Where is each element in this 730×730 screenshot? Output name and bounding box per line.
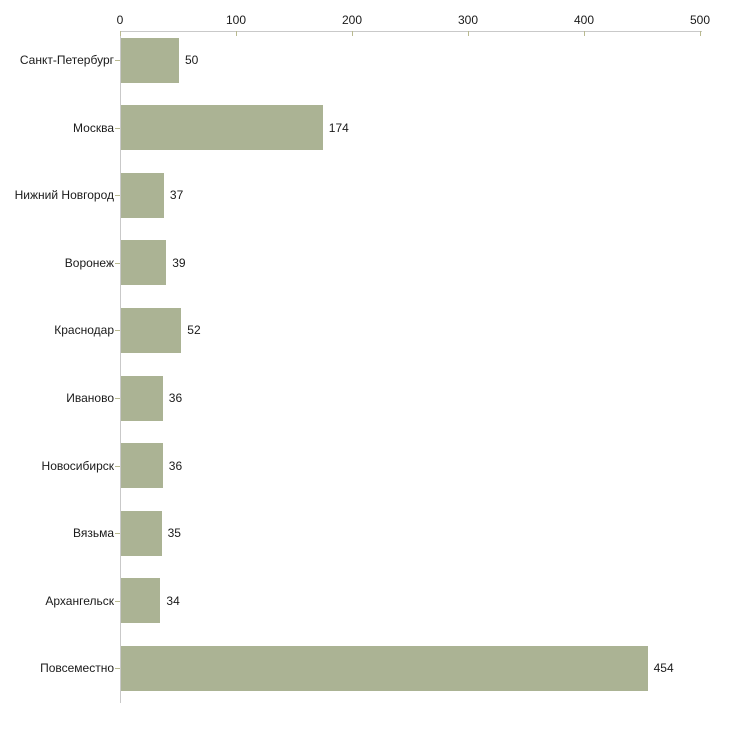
x-axis-tick-label: 300 (457, 13, 479, 27)
value-label: 35 (167, 526, 181, 541)
x-axis-tick-mark (700, 31, 701, 36)
category-label: Москва (73, 120, 114, 135)
x-axis-tick-mark (236, 31, 237, 36)
y-axis-tick-mark (115, 195, 120, 197)
value-label: 39 (172, 255, 186, 270)
category-label: Иваново (66, 391, 114, 405)
category-label: Нижний Новгород (14, 188, 114, 203)
bar (121, 578, 161, 624)
bar (121, 307, 182, 353)
x-axis-tick-mark (352, 31, 353, 36)
value-label: 34 (166, 593, 180, 608)
bar (121, 443, 163, 489)
category-label: Новосибирск (41, 458, 114, 473)
y-axis-tick-mark (115, 60, 120, 61)
x-axis-tick-label: 200 (341, 13, 363, 27)
y-axis-tick-mark (115, 262, 120, 264)
bar (121, 510, 162, 556)
value-label: 36 (168, 391, 183, 405)
value-label: 36 (168, 458, 183, 473)
x-axis-tick-mark (468, 31, 469, 36)
category-label: Архангельск (45, 593, 114, 608)
y-axis-tick-mark (115, 398, 120, 399)
value-label: 50 (185, 53, 199, 67)
bar (121, 240, 167, 286)
y-axis-tick-mark (115, 127, 120, 129)
category-label: Санкт-Петербург (19, 53, 114, 67)
value-label: 37 (169, 188, 184, 203)
x-axis-tick-label: 500 (689, 13, 711, 27)
value-label: 52 (187, 323, 201, 338)
value-label: 174 (328, 120, 349, 135)
y-axis-tick-mark (115, 533, 120, 535)
x-axis-tick-label: 100 (225, 13, 247, 27)
category-label: Воронеж (64, 255, 114, 270)
value-label: 454 (653, 661, 674, 676)
x-axis-tick-label: 400 (573, 13, 595, 27)
bar (121, 375, 163, 421)
x-axis-tick-mark (584, 31, 585, 36)
category-label: Краснодар (54, 323, 114, 338)
y-axis-line (120, 31, 121, 703)
x-axis-tick-mark (120, 31, 121, 36)
x-axis-tick-label: 0 (116, 13, 124, 27)
bar (121, 645, 648, 691)
bar (121, 105, 323, 151)
bar (121, 37, 179, 83)
category-label: Повсеместно (40, 661, 114, 676)
y-axis-tick-mark (115, 600, 120, 602)
x-axis-line (120, 31, 702, 32)
category-label: Вязьма (72, 526, 114, 541)
y-axis-tick-mark (115, 330, 120, 332)
y-axis-tick-mark (115, 465, 120, 467)
bar (121, 172, 164, 218)
y-axis-tick-mark (115, 668, 120, 670)
